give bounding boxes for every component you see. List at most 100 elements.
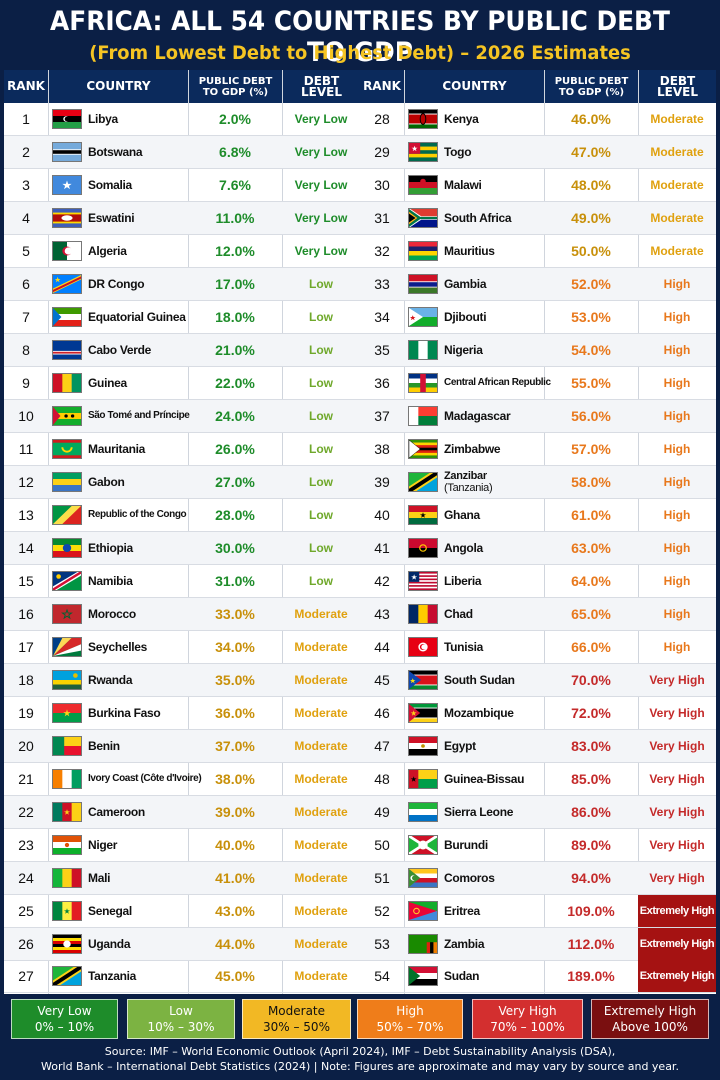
legend-item-moderate: Moderate 30% – 50%: [242, 999, 351, 1039]
rank-cell: 49: [374, 803, 390, 820]
flag-cell: [52, 301, 82, 333]
comoros-flag-icon: [408, 867, 438, 888]
flag-cell: [408, 532, 438, 564]
flag-cell: [52, 433, 82, 465]
table-row: 15 Namibia 31.0% Low: [4, 565, 360, 598]
debt-table: RANK COUNTRY PUBLIC DEBT TO GDP (%) DEBT LEV…: [4, 70, 716, 994]
rank-cell: 17: [18, 638, 34, 655]
legend-item-low: Low 10% – 30%: [127, 999, 235, 1039]
table-row: 38 Zimbabwe 57.0% High: [360, 433, 716, 466]
rank-cell: 44: [374, 638, 390, 655]
rank-cell: 9: [22, 374, 30, 391]
country-name: Ghana: [444, 507, 480, 522]
table-row: 9 Guinea 22.0% Low: [4, 367, 360, 400]
namibia-flag-icon: [52, 570, 82, 591]
flag-cell: [408, 829, 438, 861]
country-name: Mozambique: [444, 705, 514, 720]
country-name: DR Congo: [88, 276, 145, 291]
debt-pct-value: 66.0%: [571, 638, 611, 655]
country-name: Angola: [444, 540, 483, 555]
debt-level-label: Moderate: [294, 870, 348, 885]
flag-cell: [52, 598, 82, 630]
debt-level-label: Moderate: [294, 606, 348, 621]
rank-cell: 36: [374, 374, 390, 391]
table-row: 44 Tunisia 66.0% High: [360, 631, 716, 664]
guineabissau-flag-icon: [408, 768, 438, 789]
country-name: Central African Republic: [444, 377, 551, 389]
flag-cell: [408, 367, 438, 399]
debt-pct-value: 112.0%: [567, 935, 615, 952]
country-name: Egypt: [444, 738, 476, 753]
debt-level-label: Extremely High: [639, 904, 715, 917]
table-row: 45 South Sudan 70.0% Very High: [360, 663, 716, 697]
debt-pct-value: 61.0%: [571, 506, 611, 523]
table-row: 19 Burkina Faso 36.0% Moderate: [4, 697, 360, 730]
debt-level-label: High: [663, 375, 691, 390]
country-name: Tunisia: [444, 639, 484, 654]
table-row: 33 Gambia 52.0% High: [360, 267, 716, 301]
table-row: 37 Madagascar 56.0% High: [360, 399, 716, 433]
flag-cell: [52, 829, 82, 861]
country-name: Seychelles: [88, 639, 148, 654]
debt-pct-value: 58.0%: [571, 473, 611, 490]
country-name: Comoros: [444, 870, 495, 885]
page-subtitle: (From Lowest Debt to Highest Debt) – 202…: [89, 42, 631, 64]
tanzania-flag-icon: [52, 966, 82, 987]
rank-cell: 31: [374, 209, 390, 226]
debt-pct-value: 31.0%: [215, 572, 255, 589]
debt-pct-value: 11.0%: [215, 209, 255, 226]
rank-cell: 43: [374, 605, 390, 622]
debt-pct-value: 17.0%: [215, 275, 255, 292]
debt-level-label: Very Low: [294, 210, 348, 225]
table-row: 43 Chad 65.0% High: [360, 597, 716, 631]
table-row: 48 Guinea-Bissau 85.0% Very High: [360, 763, 716, 796]
country-name: Kenya: [444, 112, 479, 126]
debt-level-label: High: [663, 342, 691, 357]
guinea-flag-icon: [52, 372, 82, 393]
togo-flag-icon: [408, 141, 438, 162]
sierraleone-flag-icon: [408, 801, 438, 822]
rank-cell: 24: [18, 869, 34, 886]
debt-level-label: High: [663, 309, 691, 324]
flag-cell: [408, 136, 438, 168]
debt-level-label: Moderate: [294, 936, 348, 951]
table-row: 1 Libya 2.0% Very Low: [4, 103, 360, 136]
debt-level-label: Low: [309, 507, 333, 522]
legend-label: Extremely High: [603, 1004, 697, 1018]
page-title: AFRICA: ALL 54 COUNTRIES BY PUBLIC DEBT …: [50, 6, 670, 68]
country-name: Mauritania: [88, 441, 146, 456]
debt-pct-value: 45.0%: [215, 968, 255, 985]
rank-cell: 21: [18, 770, 34, 787]
header-debt-line-1: PUBLIC DEBT: [198, 75, 273, 87]
eswatini-flag-icon: [52, 207, 82, 228]
mauritania-flag-icon: [52, 438, 82, 459]
country-name: Zimbabwe: [444, 441, 501, 456]
flag-cell: [408, 697, 438, 729]
malawi-flag-icon: [408, 174, 438, 195]
country-name: Mauritius: [444, 243, 495, 258]
header-debt-pct: PUBLIC DEBT TO GDP (%): [188, 70, 282, 103]
flag-cell: [408, 433, 438, 465]
table-row: 49 Sierra Leone 86.0% Very High: [360, 795, 716, 829]
debt-pct-value: 6.8%: [219, 143, 251, 160]
table-row: 7 Equatorial Guinea 18.0% Low: [4, 301, 360, 334]
country-name: Namibia: [88, 573, 133, 588]
legend-label: Low: [169, 1004, 193, 1018]
header-debt-line-2: TO GDP (%): [202, 86, 269, 98]
debt-level-label: Moderate: [650, 144, 704, 159]
debt-pct-value: 54.0%: [571, 341, 611, 358]
rank-cell: 50: [374, 836, 390, 853]
flag-cell: [52, 334, 82, 366]
extreme-level-cell: [638, 960, 716, 993]
libya-flag-icon: [52, 109, 82, 129]
rank-cell: 7: [22, 308, 30, 325]
flag-cell: [52, 664, 82, 696]
tunisia-flag-icon: [408, 636, 438, 657]
debt-pct-value: 70.0%: [571, 671, 611, 688]
burundi-flag-icon: [408, 834, 438, 855]
chad-flag-icon: [408, 603, 438, 624]
country-name: Burkina Faso: [88, 705, 161, 720]
country-name: Liberia: [444, 573, 482, 588]
debt-level-label: High: [663, 408, 691, 423]
angola-flag-icon: [408, 537, 438, 558]
